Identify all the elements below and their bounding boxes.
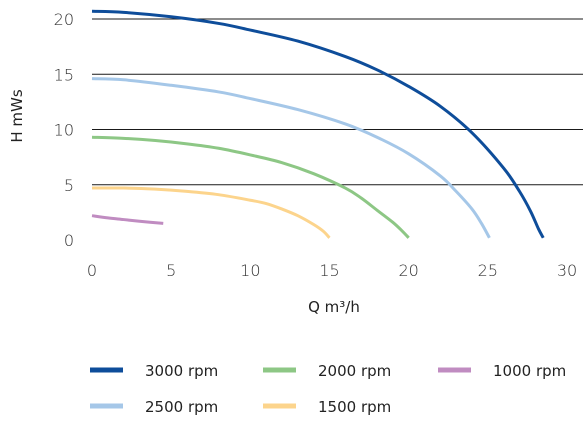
series-lines [91, 9, 545, 239]
legend: 3000 rpm 2000 rpm 1000 rpm 2500 rpm 1500 rpm [90, 362, 566, 416]
x-tick-label: 10 [240, 261, 260, 280]
series-line-1000-rpm [91, 214, 164, 225]
x-tick-label: 25 [478, 261, 498, 280]
series-line-2000-rpm [91, 135, 410, 239]
legend-label: 1500 rpm [318, 398, 391, 416]
y-tick-labels: 0 5 10 15 20 [54, 10, 74, 250]
x-tick-label: 20 [398, 261, 418, 280]
y-tick-label: 5 [64, 176, 74, 195]
x-tick-label: 30 [557, 261, 577, 280]
legend-label: 2500 rpm [145, 398, 218, 416]
x-tick-label: 0 [87, 261, 97, 280]
x-tick-label: 5 [166, 261, 176, 280]
legend-label: 2000 rpm [318, 362, 391, 380]
x-axis-title: Q m³/h [308, 298, 360, 316]
y-tick-label: 10 [54, 121, 74, 140]
series-line-2500-rpm [91, 77, 491, 239]
legend-label: 1000 rpm [493, 362, 566, 380]
x-tick-labels: 0 5 10 15 20 25 30 [87, 261, 577, 280]
legend-label: 3000 rpm [145, 362, 218, 380]
gridlines [92, 18, 583, 186]
series-line-3000-rpm [91, 9, 545, 239]
y-tick-label: 20 [54, 10, 74, 29]
y-tick-label: 15 [54, 65, 74, 84]
series-line-1500-rpm [91, 186, 331, 239]
x-tick-label: 15 [319, 261, 339, 280]
y-tick-label: 0 [64, 231, 74, 250]
y-axis-title: H mWs [8, 89, 26, 142]
